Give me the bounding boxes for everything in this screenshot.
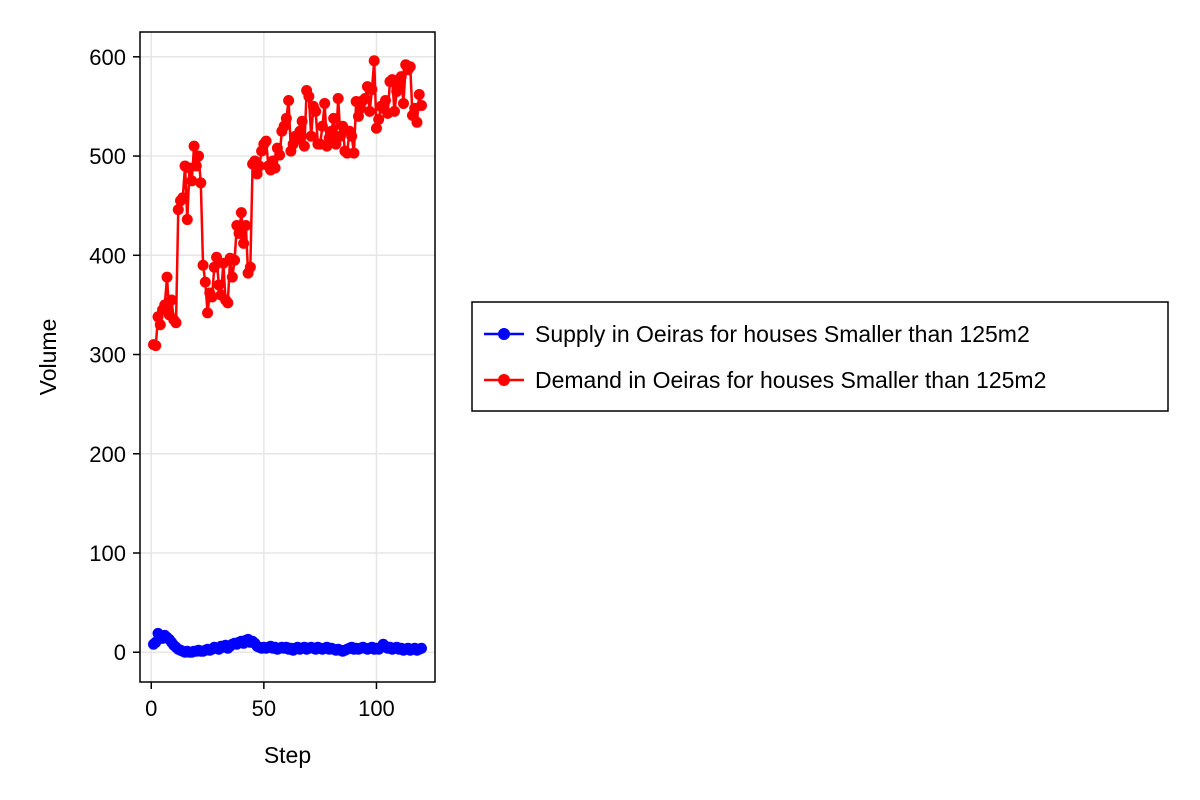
data-point (413, 89, 425, 101)
x-tick-label: 100 (358, 696, 395, 721)
data-point (213, 279, 225, 291)
series-0 (148, 627, 427, 658)
data-point (199, 276, 211, 288)
data-point (411, 116, 423, 128)
data-point (195, 177, 207, 189)
y-tick-label: 400 (89, 243, 126, 268)
data-point (298, 140, 310, 152)
series-layer (148, 55, 427, 658)
data-point (334, 130, 346, 142)
data-point (154, 319, 166, 331)
data-point (226, 271, 238, 283)
data-point (150, 340, 162, 352)
data-point (181, 214, 193, 226)
y-tick-label: 300 (89, 343, 126, 368)
data-point (319, 97, 331, 109)
data-point (366, 84, 378, 96)
legend-marker-demand (498, 374, 510, 386)
data-point (310, 105, 322, 117)
data-point (296, 115, 308, 127)
data-point (188, 140, 200, 152)
data-point (373, 113, 385, 125)
x-axis-ticks: 0 50 100 (145, 682, 395, 721)
data-point (222, 297, 234, 309)
data-point (359, 92, 371, 104)
data-point (244, 261, 256, 273)
data-point (235, 207, 247, 219)
data-point (370, 122, 382, 134)
data-point (388, 105, 400, 117)
data-point (172, 204, 184, 216)
y-tick-label: 200 (89, 442, 126, 467)
data-point (193, 150, 205, 162)
x-tick-label: 50 (252, 696, 276, 721)
data-point (233, 227, 245, 239)
data-point (238, 237, 250, 249)
data-point (170, 317, 182, 329)
data-point (415, 99, 427, 111)
data-point (283, 94, 295, 106)
data-point (269, 162, 281, 174)
data-point (395, 71, 407, 83)
legend-entry-supply: Supply in Oeiras for houses Smaller than… (484, 321, 1030, 347)
data-point (280, 112, 292, 124)
data-point (274, 149, 286, 161)
y-tick-label: 100 (89, 541, 126, 566)
data-point (325, 125, 337, 137)
data-point (346, 130, 358, 142)
data-point (229, 254, 241, 266)
y-axis-ticks: 0 100 200 300 400 500 600 (89, 45, 140, 665)
data-point (404, 61, 416, 73)
legend-entry-demand: Demand in Oeiras for houses Smaller than… (484, 367, 1046, 393)
legend-marker-supply (498, 328, 510, 340)
data-point (415, 642, 427, 654)
data-point (190, 160, 202, 172)
data-point (166, 294, 178, 306)
data-point (260, 135, 272, 147)
y-tick-label: 600 (89, 45, 126, 70)
data-point (316, 120, 328, 132)
data-point (206, 291, 218, 303)
data-point (397, 97, 409, 109)
y-tick-label: 500 (89, 144, 126, 169)
series-1 (148, 55, 427, 352)
data-point (328, 112, 340, 124)
legend-box (471, 301, 1169, 412)
data-point (197, 259, 209, 271)
legend-label-supply: Supply in Oeiras for houses Smaller than… (535, 321, 1030, 347)
data-point (332, 92, 344, 104)
x-tick-label: 0 (145, 696, 157, 721)
data-point (303, 91, 315, 102)
data-point (177, 192, 189, 204)
data-point (186, 175, 198, 187)
data-point (161, 271, 173, 283)
data-point (294, 125, 306, 137)
data-point (253, 160, 265, 172)
data-point (208, 261, 220, 273)
legend: Supply in Oeiras for houses Smaller than… (471, 301, 1169, 412)
x-axis-title: Step (264, 742, 311, 768)
y-tick-label: 0 (114, 640, 126, 665)
data-point (305, 130, 317, 142)
data-point (364, 105, 376, 117)
data-point (240, 220, 252, 232)
data-point (348, 147, 360, 159)
data-point (379, 94, 391, 106)
legend-label-demand: Demand in Oeiras for houses Smaller than… (535, 367, 1046, 393)
data-point (368, 55, 380, 67)
plot-frame (139, 31, 436, 683)
y-axis-title: Volume (35, 319, 61, 396)
data-point (202, 307, 214, 319)
